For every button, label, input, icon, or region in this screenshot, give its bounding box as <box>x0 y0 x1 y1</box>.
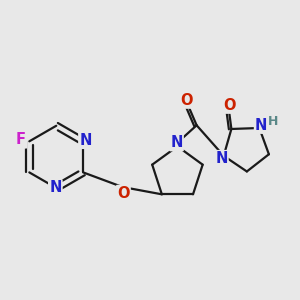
Text: N: N <box>215 151 228 166</box>
Text: O: O <box>223 98 236 113</box>
Text: N: N <box>79 133 92 148</box>
Text: N: N <box>49 181 62 196</box>
Text: O: O <box>117 186 130 201</box>
Text: N: N <box>255 118 267 133</box>
Text: H: H <box>268 115 278 128</box>
Text: F: F <box>16 132 26 147</box>
Text: N: N <box>170 135 183 150</box>
Text: O: O <box>180 93 192 108</box>
